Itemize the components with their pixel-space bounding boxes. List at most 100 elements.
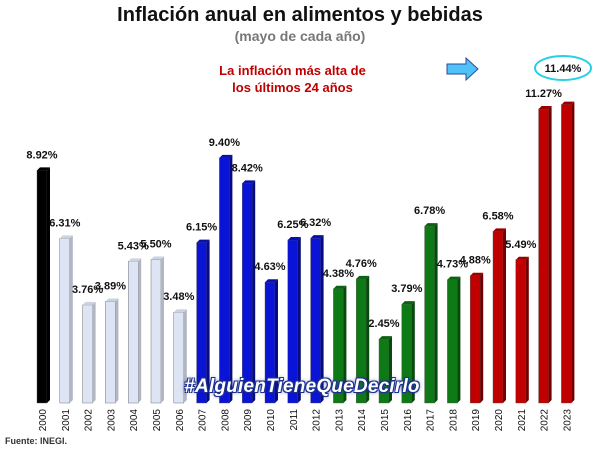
- bar-side: [571, 101, 575, 404]
- value-label-2022: 11.27%: [525, 88, 562, 100]
- value-labels-layer: 8.92% 6.31% 3.76%3.89% 5.43%5.50% 3.48% 6.15%…: [26, 88, 562, 330]
- bar-2017: [424, 223, 438, 404]
- value-label-2019: 4.88%: [460, 255, 491, 267]
- bar-side: [69, 235, 73, 403]
- value-label-2003: 3.89%: [95, 281, 126, 293]
- x-tick-2000: 2000: [38, 409, 49, 432]
- bar-body: [82, 304, 93, 404]
- bar-2014: [356, 275, 370, 404]
- bar-top: [287, 236, 301, 240]
- x-tick-2015: 2015: [380, 409, 391, 432]
- arrow-right-icon: [446, 56, 479, 82]
- x-tick-2002: 2002: [84, 409, 95, 432]
- bars-layer: [36, 101, 575, 404]
- value-label-2014: 4.76%: [346, 258, 377, 270]
- bar-2022: [538, 106, 552, 404]
- bar-2013: [333, 285, 347, 404]
- x-tick-2020: 2020: [494, 409, 505, 432]
- x-tick-2004: 2004: [129, 409, 140, 432]
- bar-side: [47, 167, 50, 403]
- bar-2010: [264, 279, 278, 404]
- bar-2008: [219, 154, 233, 404]
- x-tick-2023: 2023: [562, 409, 573, 432]
- bar-top: [401, 301, 415, 305]
- bar-top: [333, 285, 347, 289]
- bar-body: [127, 261, 139, 404]
- bar-2012: [310, 235, 324, 404]
- x-tick-2022: 2022: [540, 409, 551, 432]
- x-tick-2013: 2013: [334, 409, 345, 432]
- bar-top: [82, 301, 96, 305]
- value-label-2013: 4.38%: [323, 268, 354, 280]
- bar-body: [36, 170, 48, 404]
- value-label-2007: 6.15%: [186, 222, 217, 234]
- bar-side: [434, 223, 438, 403]
- value-label-2006: 3.48%: [163, 291, 194, 303]
- value-label-2017: 6.78%: [414, 205, 445, 217]
- value-label-2000: 8.92%: [26, 149, 57, 161]
- bar-2002: [82, 301, 96, 404]
- bar-body: [241, 183, 253, 404]
- x-tick-2018: 2018: [448, 409, 459, 432]
- x-tick-2016: 2016: [403, 409, 414, 432]
- value-label-2004: 5.43%: [118, 240, 149, 252]
- bar-side: [480, 272, 484, 403]
- value-label-2021: 5.49%: [505, 239, 536, 251]
- x-tick-2009: 2009: [243, 409, 254, 432]
- bar-body: [538, 108, 549, 404]
- bar-side: [548, 106, 552, 403]
- bar-2015: [378, 336, 392, 404]
- x-tick-2001: 2001: [61, 409, 72, 432]
- value-label-2015: 2.45%: [368, 318, 399, 330]
- value-label-2011: 6.25%: [277, 219, 308, 231]
- bar-2020: [492, 228, 506, 404]
- bar-body: [492, 231, 504, 404]
- value-label-2012: 6.32%: [300, 217, 331, 229]
- bar-2023: [561, 101, 575, 404]
- bar-2007: [196, 239, 210, 404]
- bar-body: [561, 104, 572, 404]
- bar-2019: [470, 272, 484, 404]
- bar-side: [275, 279, 278, 403]
- value-label-2005: 5.50%: [140, 239, 171, 251]
- hashtag-watermark: #AlguienTieneQueDecirlo: [184, 376, 420, 397]
- value-label-2001: 6.31%: [49, 217, 80, 229]
- bar-side: [343, 285, 347, 403]
- bar-side: [161, 256, 164, 403]
- bar-side: [411, 301, 415, 403]
- bar-body: [219, 157, 230, 404]
- chart-subtitle: (mayo de cada año): [234, 28, 366, 44]
- value-label-2020: 6.58%: [482, 210, 513, 222]
- x-tick-2010: 2010: [266, 409, 277, 432]
- bar-top: [173, 309, 187, 313]
- bar-2006: [173, 309, 187, 404]
- bar-side: [525, 256, 529, 403]
- x-tick-2003: 2003: [106, 409, 117, 432]
- annotation-line-1: La inflación más alta de: [219, 63, 366, 78]
- bar-side: [92, 301, 96, 403]
- bar-side: [206, 239, 210, 403]
- bar-top: [219, 154, 233, 158]
- bar-2011: [287, 236, 301, 404]
- bar-top: [356, 275, 370, 279]
- value-label-2016: 3.79%: [391, 283, 422, 295]
- x-tick-2007: 2007: [198, 409, 209, 432]
- bar-top: [493, 228, 506, 232]
- bar-side: [297, 236, 301, 403]
- bar-top: [561, 101, 575, 105]
- chart-title: Inflación anual en alimentos y bebidas: [117, 4, 483, 26]
- highlight-decor: 11.44%: [446, 55, 592, 82]
- annotation-line-2: los últimos 24 años: [232, 80, 353, 95]
- bar-2000: [36, 167, 50, 404]
- highlight-value-label: 11.44%: [545, 63, 582, 75]
- bar-top: [105, 298, 119, 302]
- bar-top: [151, 256, 164, 260]
- x-tick-2021: 2021: [517, 409, 528, 432]
- x-tick-2017: 2017: [426, 409, 437, 432]
- bar-top: [242, 180, 256, 184]
- x-tick-2006: 2006: [175, 409, 186, 432]
- value-label-2009: 8.42%: [232, 162, 263, 174]
- bar-body: [470, 275, 481, 404]
- bar-top: [128, 258, 142, 262]
